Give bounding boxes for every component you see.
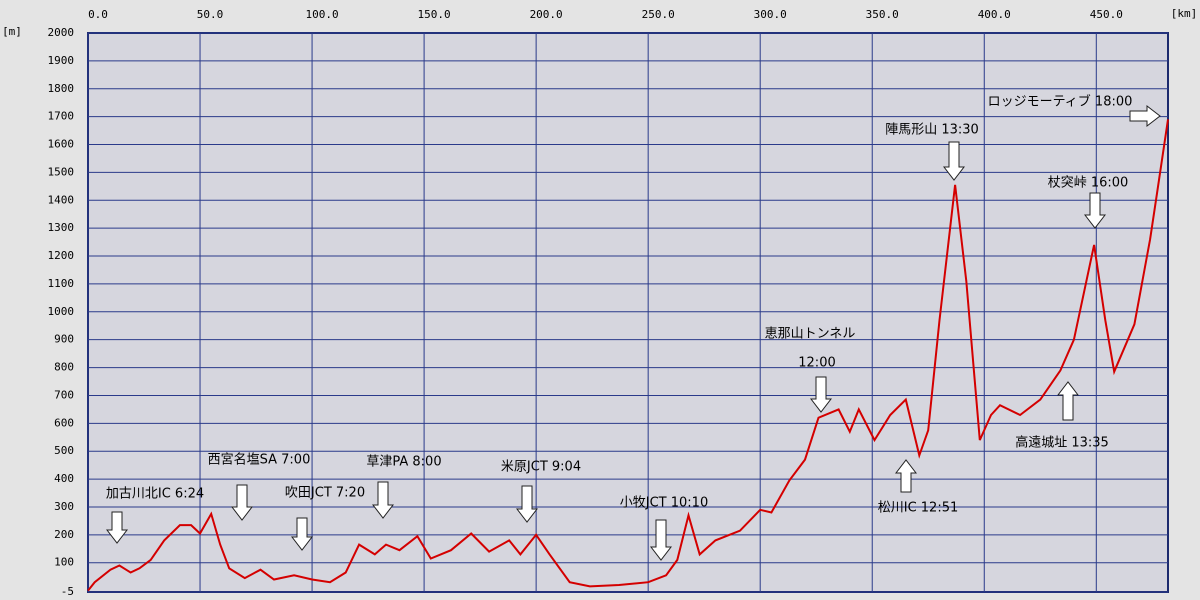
annotation: 高遠城址 13:35	[1015, 435, 1109, 451]
y-tick-label: 800	[54, 361, 74, 374]
y-tick-label: 1700	[48, 110, 75, 123]
arrow	[1056, 381, 1080, 421]
y-tick-label: 900	[54, 333, 74, 346]
x-tick-label: 450.0	[1090, 8, 1123, 21]
y-tick-label: 200	[54, 528, 74, 541]
x-tick-label: 100.0	[306, 8, 339, 21]
annotation: 松川IC 12:51	[878, 501, 959, 516]
arrow	[515, 485, 539, 523]
x-tick-label: 350.0	[866, 8, 899, 21]
x-tick-label: 150.0	[418, 8, 451, 21]
y-tick-label: 300	[54, 500, 74, 513]
annotation: 吹田JCT 7:20	[285, 486, 365, 501]
annotation: 陣馬形山 13:30	[885, 123, 979, 138]
x-tick-label: 50.0	[197, 8, 224, 21]
x-tick-label: 250.0	[642, 8, 675, 21]
x-tick-label: 0.0	[88, 8, 108, 21]
y-tick-label: 1800	[48, 82, 75, 95]
annotation: 小牧JCT 10:10	[620, 496, 708, 511]
arrow	[1129, 104, 1161, 128]
y-tick-label: 600	[54, 416, 74, 429]
annotation: 恵那山トンネル	[765, 327, 856, 342]
x-tick-label: 400.0	[978, 8, 1011, 21]
annotation: 杖突峠 16:00	[1048, 175, 1129, 191]
arrow	[894, 459, 918, 493]
x-tick-label: 300.0	[754, 8, 787, 21]
arrow	[809, 376, 833, 413]
annotation: 草津PA 8:00	[366, 455, 441, 470]
y-tick-label: 1200	[48, 249, 75, 262]
y-tick-label: 400	[54, 472, 74, 485]
arrow	[371, 481, 395, 519]
arrow	[230, 484, 254, 521]
y-tick-label: 1000	[48, 305, 75, 318]
arrow	[942, 141, 966, 181]
y-tick-label: 100	[54, 556, 74, 569]
annotation: 米原JCT 9:04	[501, 460, 581, 475]
arrow	[105, 511, 129, 544]
arrow	[290, 517, 314, 551]
y-unit: [m]	[2, 25, 22, 38]
y-tick-label: 1600	[48, 138, 75, 151]
y-tick-label: 1400	[48, 193, 75, 206]
y-tick-label: 1300	[48, 221, 75, 234]
y-tick-label: 1100	[48, 277, 75, 290]
x-tick-label: 200.0	[530, 8, 563, 21]
annotation: 12:00	[798, 356, 835, 371]
y-tick-label: 1500	[48, 165, 75, 178]
arrow	[1083, 192, 1107, 229]
annotation: 加古川北IC 6:24	[106, 487, 204, 502]
y-tick-label: -5	[61, 585, 74, 598]
elevation-line	[87, 119, 1169, 592]
y-tick-label: 2000	[48, 26, 75, 39]
x-unit: [km]	[1171, 7, 1198, 20]
annotation: 西宮名塩SA 7:00	[208, 452, 311, 468]
arrow	[649, 519, 673, 561]
y-tick-label: 500	[54, 444, 74, 457]
y-tick-label: 1900	[48, 54, 75, 67]
plot-area	[87, 32, 1169, 593]
y-tick-label: 700	[54, 388, 74, 401]
annotation: ロッジモーティブ 18:00	[988, 94, 1133, 110]
